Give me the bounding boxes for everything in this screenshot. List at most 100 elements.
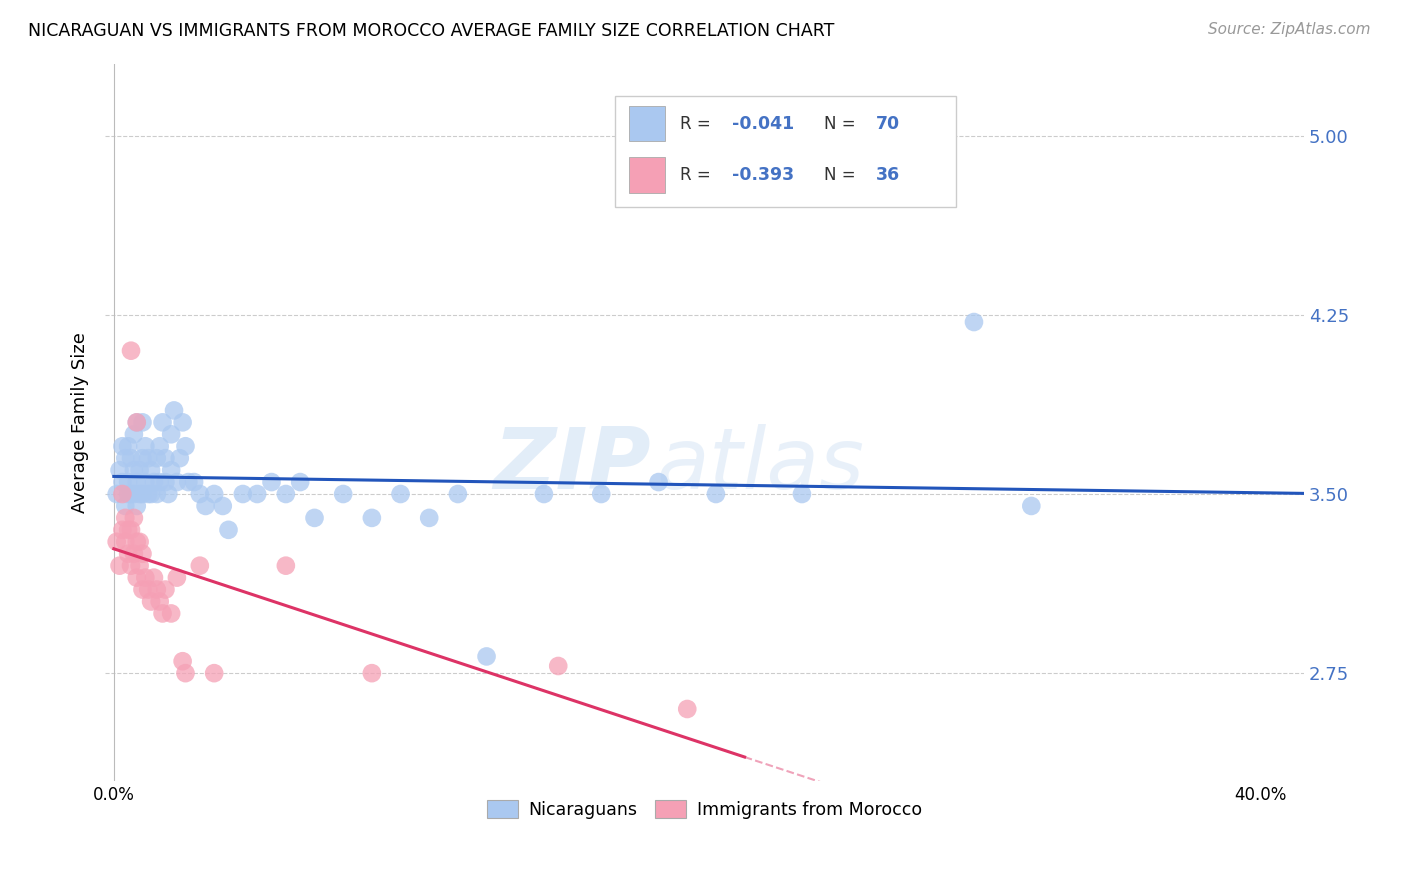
Point [188, 558, 211, 573]
Point [149, 475, 172, 489]
Point [232, 487, 254, 501]
Point [131, 582, 153, 597]
Point [963, 315, 986, 329]
Point [139, 594, 162, 608]
Point [122, 547, 145, 561]
Point [533, 487, 555, 501]
Bar [628, 157, 665, 193]
Point [260, 475, 283, 489]
Point [117, 487, 139, 501]
Point [131, 487, 153, 501]
Point [142, 475, 165, 489]
Point [131, 415, 153, 429]
Point [120, 558, 142, 573]
Point [128, 558, 150, 573]
Point [125, 534, 148, 549]
Point [149, 594, 172, 608]
Point [591, 487, 613, 501]
Y-axis label: Average Family Size: Average Family Size [72, 332, 89, 513]
Point [125, 475, 148, 489]
Point [163, 403, 186, 417]
Point [117, 523, 139, 537]
Point [114, 511, 136, 525]
Point [146, 582, 169, 597]
Point [166, 571, 188, 585]
Point [114, 499, 136, 513]
Point [128, 463, 150, 477]
Point [111, 439, 134, 453]
Point [139, 487, 162, 501]
Text: R =: R = [681, 114, 717, 133]
Point [676, 702, 699, 716]
Text: atlas: atlas [657, 424, 865, 507]
Point [122, 511, 145, 525]
Point [274, 558, 297, 573]
Point [177, 475, 200, 489]
Point [202, 666, 225, 681]
Point [114, 534, 136, 549]
Text: 70: 70 [876, 114, 900, 133]
Point [117, 475, 139, 489]
Point [105, 534, 128, 549]
Point [136, 582, 159, 597]
Point [172, 654, 194, 668]
Point [160, 463, 183, 477]
Text: R =: R = [681, 166, 717, 184]
Point [647, 475, 669, 489]
Point [1021, 499, 1043, 513]
Point [125, 415, 148, 429]
Point [157, 487, 180, 501]
Point [360, 666, 382, 681]
FancyBboxPatch shape [614, 96, 956, 207]
Point [120, 451, 142, 466]
Text: NICARAGUAN VS IMMIGRANTS FROM MOROCCO AVERAGE FAMILY SIZE CORRELATION CHART: NICARAGUAN VS IMMIGRANTS FROM MOROCCO AV… [28, 22, 835, 40]
Point [111, 487, 134, 501]
Point [188, 487, 211, 501]
Point [105, 487, 128, 501]
Point [131, 547, 153, 561]
Point [174, 439, 197, 453]
Point [152, 607, 174, 621]
Point [475, 649, 498, 664]
Point [149, 439, 172, 453]
Point [160, 607, 183, 621]
Point [169, 451, 191, 466]
Point [160, 427, 183, 442]
Point [120, 523, 142, 537]
Point [152, 415, 174, 429]
Point [125, 571, 148, 585]
Point [128, 487, 150, 501]
Point [155, 582, 177, 597]
Point [134, 439, 156, 453]
Point [120, 487, 142, 501]
Point [136, 487, 159, 501]
Point [131, 451, 153, 466]
Point [447, 487, 470, 501]
Point [172, 415, 194, 429]
Point [117, 439, 139, 453]
Text: -0.041: -0.041 [733, 114, 794, 133]
Point [111, 523, 134, 537]
Point [114, 451, 136, 466]
Bar [628, 105, 665, 142]
Text: ZIP: ZIP [494, 424, 651, 507]
Point [211, 499, 233, 513]
Point [704, 487, 727, 501]
Point [360, 511, 382, 525]
Legend: Nicaraguans, Immigrants from Morocco: Nicaraguans, Immigrants from Morocco [479, 793, 929, 826]
Point [174, 666, 197, 681]
Point [183, 475, 205, 489]
Text: N =: N = [824, 114, 862, 133]
Point [146, 487, 169, 501]
Text: -0.393: -0.393 [733, 166, 794, 184]
Point [194, 499, 217, 513]
Point [290, 475, 312, 489]
Point [790, 487, 813, 501]
Point [304, 511, 326, 525]
Point [134, 475, 156, 489]
Point [166, 475, 188, 489]
Point [120, 343, 142, 358]
Point [117, 547, 139, 561]
Point [111, 475, 134, 489]
Point [139, 463, 162, 477]
